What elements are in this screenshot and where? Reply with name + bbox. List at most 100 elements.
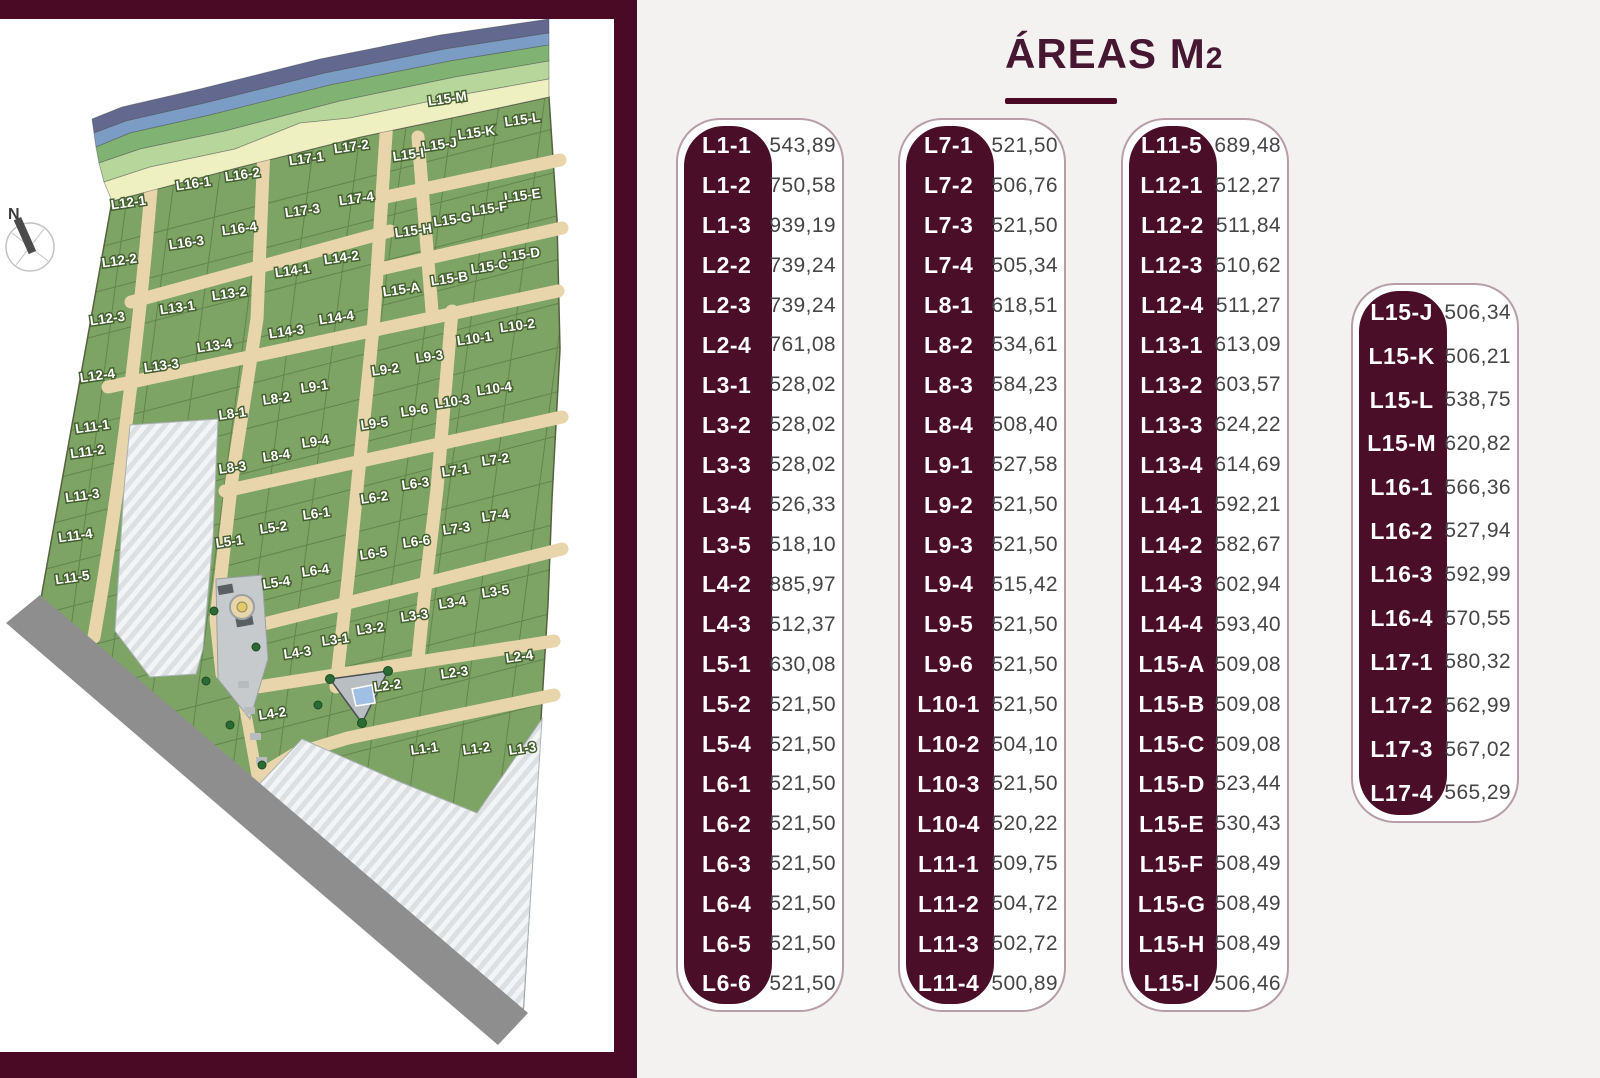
map-lot-label: L16-2	[224, 165, 261, 185]
map-lot-label: L15-B	[430, 268, 469, 288]
lot-id: L11-5	[1141, 132, 1203, 159]
lot-id: L7-2	[924, 172, 974, 199]
map-lot-label: L11-4	[57, 526, 94, 546]
area-column-3: L11-5 689,48 L12-1 512,27 L12-2 511,84 L12-3 51…	[1121, 118, 1289, 1012]
map-lot-label: L13-4	[196, 336, 233, 356]
area-row: L6-1 521,50	[684, 765, 836, 805]
areas-panel: ÁREAS M2 L1-1 543,89 L1-2 750,58 L1-3 939,19 L…	[637, 0, 1600, 1078]
map-frame: N L15-M L15-L L15-K L15-J L15-I L17-2 L17-1 L16…	[0, 0, 637, 1078]
area-row: L15-A 509,08	[1129, 645, 1281, 685]
lot-area: 511,27	[1215, 293, 1281, 317]
area-column-pill	[906, 126, 994, 1004]
lot-area: 624,22	[1214, 413, 1281, 437]
area-row: L8-4 508,40	[906, 405, 1058, 445]
lot-id: L6-6	[702, 970, 752, 997]
lot-area: 508,49	[1214, 892, 1281, 916]
trees	[201, 606, 393, 770]
area-row: L10-1 521,50	[906, 685, 1058, 725]
lot-id: L10-3	[917, 770, 980, 797]
map-lot-label: L6-6	[402, 532, 432, 551]
area-row: L16-2 527,94	[1359, 509, 1511, 553]
area-row: L4-3 512,37	[684, 605, 836, 645]
lot-area: 521,50	[991, 652, 1058, 676]
map-lot-label: L9-4	[301, 432, 331, 451]
map-lot-label: L15-H	[394, 221, 433, 241]
hatched-area-central	[114, 418, 219, 678]
lot-area: 521,50	[769, 971, 836, 995]
area-row: L8-3 584,23	[906, 365, 1058, 405]
lot-id: L4-3	[702, 611, 752, 638]
map-lot-label: L14-1	[274, 261, 311, 281]
lot-id: L13-4	[1140, 451, 1203, 478]
lot-area: 739,24	[769, 253, 836, 277]
lot-area: 530,43	[1214, 812, 1281, 836]
lot-area: 526,33	[769, 493, 836, 517]
lot-id: L15-I	[1143, 970, 1200, 997]
map-lot-label: L8-4	[262, 446, 292, 465]
lot-id: L15-B	[1138, 691, 1205, 718]
area-row: L13-2 603,57	[1129, 365, 1281, 405]
area-column-4: L15-J 506,34 L15-K 506,21 L15-L 538,75 L15-M 62…	[1351, 283, 1519, 823]
lot-id: L8-3	[924, 371, 974, 398]
beach-band	[103, 78, 550, 202]
map-lot-label: L6-1	[302, 504, 332, 523]
area-rows: L7-1 521,50 L7-2 506,76 L7-3 521,50 L7-4 505,34…	[906, 126, 1058, 1004]
lot-area: 885,97	[769, 572, 836, 596]
map-lot-label: L15-C	[470, 256, 509, 276]
map-lot-label: L6-2	[360, 488, 390, 507]
lot-id: L5-2	[702, 691, 752, 718]
area-row: L15-F 508,49	[1129, 844, 1281, 884]
lot-area: 510,62	[1214, 253, 1281, 277]
map-lot-label: L7-1	[441, 461, 471, 480]
lot-id: L12-1	[1140, 172, 1203, 199]
lot-area: 566,36	[1444, 475, 1511, 499]
area-column-1: L1-1 543,89 L1-2 750,58 L1-3 939,19 L2-2 739,24…	[676, 118, 844, 1012]
lot-id: L2-3	[702, 292, 752, 319]
lot-id: L14-2	[1140, 531, 1203, 558]
map-lot-label: L15-D	[502, 244, 541, 264]
lot-id: L3-1	[702, 371, 752, 398]
lot-id: L10-1	[917, 691, 980, 718]
lot-id: L3-5	[702, 531, 752, 558]
map-lot-label: L1-2	[462, 739, 492, 758]
map-lot-label: L6-4	[301, 561, 331, 580]
lot-area: 543,89	[769, 133, 836, 157]
area-row: L14-2 582,67	[1129, 525, 1281, 565]
area-row: L6-5 521,50	[684, 924, 836, 964]
area-row: L15-J 506,34	[1359, 291, 1511, 335]
area-row: L11-4 500,89	[906, 964, 1058, 1004]
lot-id: L11-1	[918, 850, 980, 877]
page-title: ÁREAS M2	[1005, 30, 1223, 78]
lot-id: L2-4	[702, 331, 752, 358]
lot-id: L9-3	[924, 531, 974, 558]
lot-area: 521,50	[991, 533, 1058, 557]
area-row: L11-2 504,72	[906, 884, 1058, 924]
map-lot-label: L9-6	[400, 401, 430, 420]
map-lot-label: L15-G	[432, 209, 472, 229]
amenity-park	[328, 670, 390, 725]
lot-id: L6-2	[702, 810, 752, 837]
lot-area: 515,42	[991, 572, 1058, 596]
area-row: L12-3 510,62	[1129, 246, 1281, 286]
area-row: L3-3 528,02	[684, 445, 836, 485]
area-column-pill	[684, 126, 772, 1004]
area-row: L6-2 521,50	[684, 804, 836, 844]
lot-area: 521,50	[991, 612, 1058, 636]
map-lot-label: L3-3	[400, 606, 430, 625]
lot-id: L15-K	[1368, 343, 1435, 369]
lot-id: L15-A	[1138, 651, 1205, 678]
lot-area: 518,10	[769, 533, 836, 557]
roads	[87, 112, 569, 787]
area-row: L17-3 567,02	[1359, 728, 1511, 772]
lot-id: L16-1	[1370, 474, 1433, 501]
area-row: L15-C 509,08	[1129, 725, 1281, 765]
lot-area: 509,08	[1214, 652, 1281, 676]
area-row: L6-3 521,50	[684, 844, 836, 884]
area-row: L12-1 512,27	[1129, 166, 1281, 206]
lot-id: L16-2	[1370, 517, 1433, 544]
lot-area: 506,46	[1214, 971, 1281, 995]
area-row: L9-6 521,50	[906, 645, 1058, 685]
area-row: L12-2 511,84	[1129, 206, 1281, 246]
map-lot-label: L1-1	[410, 739, 440, 758]
